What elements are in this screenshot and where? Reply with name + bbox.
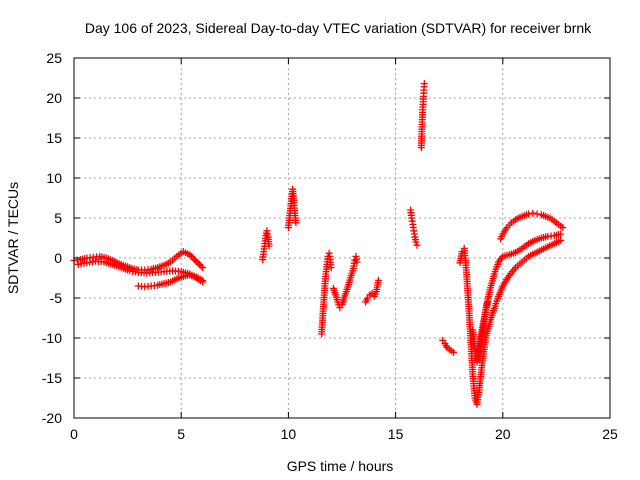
series-sat-f — [318, 249, 335, 338]
series-sat-d — [259, 227, 273, 264]
data-point — [420, 80, 428, 88]
data-point — [557, 230, 565, 238]
series-sat-j — [417, 80, 428, 152]
data-point — [484, 298, 492, 306]
y-tick-label: 25 — [46, 50, 62, 66]
data-point — [192, 257, 200, 265]
data-point — [525, 210, 533, 218]
x-tick-label: 0 — [70, 426, 78, 442]
series-sat-n — [497, 209, 567, 243]
y-tick-label: -15 — [42, 370, 62, 386]
y-tick-label: 0 — [54, 250, 62, 266]
x-tick-label: 15 — [388, 426, 404, 442]
series-sat-l — [456, 236, 565, 408]
data-point — [529, 209, 537, 217]
y-tick-label: 5 — [54, 210, 62, 226]
x-tick-label: 25 — [602, 426, 618, 442]
data-point — [559, 224, 567, 232]
data-point — [189, 254, 197, 262]
data-point — [265, 242, 273, 250]
data-point — [412, 238, 420, 246]
data-point — [327, 264, 335, 272]
data-points — [70, 80, 567, 408]
data-point — [353, 258, 361, 266]
data-point — [199, 278, 207, 286]
series-sat-g — [329, 252, 361, 312]
x-tick-label: 20 — [495, 426, 511, 442]
chart-title: Day 106 of 2023, Sidereal Day-to-day VTE… — [85, 20, 592, 36]
y-tick-label: -10 — [42, 330, 62, 346]
x-tick-label: 10 — [281, 426, 297, 442]
y-tick-label: -20 — [42, 410, 62, 426]
x-tick-labels: 0 5 10 15 20 25 — [70, 426, 618, 442]
x-axis-label: GPS time / hours — [287, 458, 394, 474]
y-axis-label: SDTVAR / TECUs — [5, 182, 21, 294]
y-tick-labels: 25 20 15 10 5 0 -5 -10 -15 -20 — [42, 50, 62, 426]
data-point — [197, 262, 205, 270]
data-point — [292, 219, 300, 227]
series-sat-i — [407, 206, 421, 249]
y-tick-label: 20 — [46, 90, 62, 106]
data-point — [194, 259, 202, 267]
series-sat-h — [362, 276, 382, 306]
series-sat-c — [134, 271, 207, 291]
data-point — [187, 252, 195, 260]
series-sat-e — [284, 185, 300, 232]
data-point — [449, 348, 457, 356]
data-point — [186, 251, 194, 259]
y-tick-label: -5 — [50, 290, 63, 306]
series-sat-k — [439, 336, 457, 356]
y-tick-label: 10 — [46, 170, 62, 186]
data-point — [191, 256, 199, 264]
series-sat-o — [469, 298, 492, 364]
grid-lines — [74, 58, 610, 418]
data-point — [195, 260, 203, 268]
x-tick-label: 5 — [177, 426, 185, 442]
y-tick-label: 15 — [46, 130, 62, 146]
data-point — [533, 210, 541, 218]
data-point — [374, 276, 382, 284]
data-point — [413, 241, 421, 249]
tick-marks — [73, 57, 611, 419]
plot-frame — [73, 57, 611, 419]
series-sat-b — [74, 257, 207, 284]
data-point — [557, 236, 565, 244]
data-point — [199, 264, 207, 272]
